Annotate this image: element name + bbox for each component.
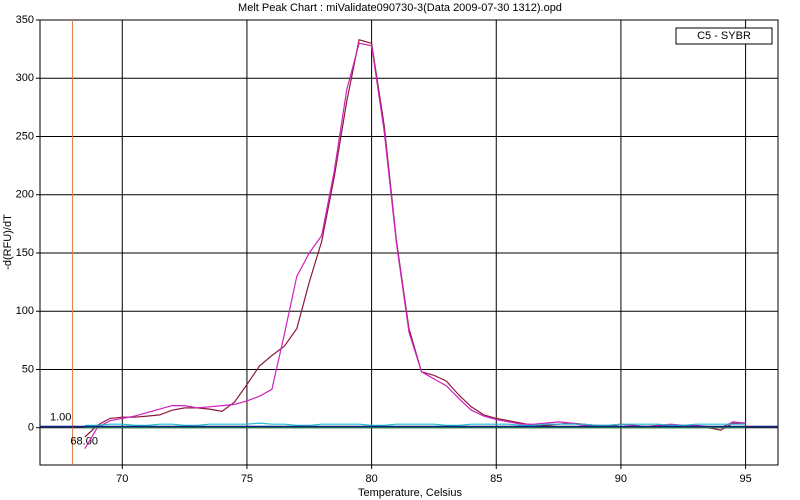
y-tick-label: 350	[16, 14, 34, 26]
legend-box	[675, 27, 773, 45]
x-tick-label: 90	[615, 473, 627, 485]
threshold-label: 1.00	[50, 411, 71, 423]
data-line	[84, 422, 746, 426]
chart-title: Melt Peak Chart : miValidate090730-3(Dat…	[238, 2, 562, 14]
x-tick-label: 80	[365, 473, 377, 485]
y-tick-label: 100	[16, 305, 34, 317]
y-tick-label: 50	[22, 363, 34, 375]
start-line-label: 68.00	[70, 435, 98, 447]
y-tick-label: 200	[16, 189, 34, 201]
x-axis-label: Temperature, Celsius	[358, 487, 462, 499]
y-tick-label: 0	[28, 422, 34, 434]
x-tick-label: 75	[241, 473, 253, 485]
x-tick-label: 95	[739, 473, 751, 485]
y-tick-label: 250	[16, 130, 34, 142]
x-tick-label: 70	[116, 473, 128, 485]
legend-entry: C5 - SYBR	[697, 30, 751, 42]
data-line	[84, 42, 746, 450]
x-tick-label: 85	[490, 473, 502, 485]
y-axis-label: -d(RFU)/dT	[2, 214, 14, 270]
plot-area	[39, 19, 779, 466]
y-tick-label: 150	[16, 247, 34, 259]
y-tick-label: 300	[16, 72, 34, 84]
